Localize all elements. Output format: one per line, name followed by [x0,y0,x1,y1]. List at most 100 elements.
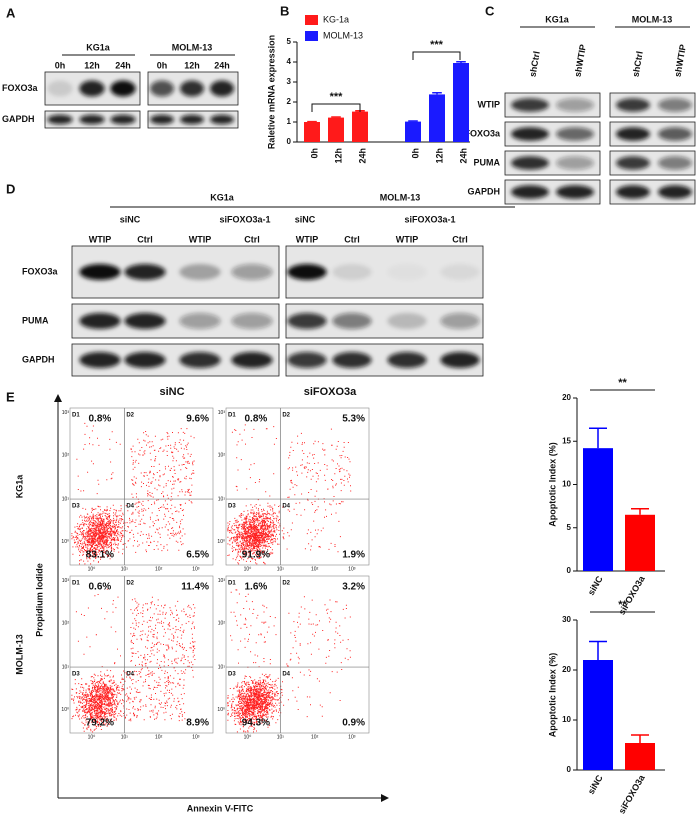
flow-y-tick: 10² [218,452,226,458]
flow-x-tick: 10² [155,566,163,572]
condition-label: siNC [120,214,141,224]
lane-label: 12h [184,60,200,70]
quadrant-label: D4 [126,672,134,678]
quadrant-percent: 9.6% [186,414,209,425]
flow-y-tick: 10¹ [218,496,226,502]
condition-label: siNC [295,214,316,224]
bar [453,63,469,142]
bar [625,514,655,571]
group-label: MOLM-13 [172,42,213,52]
band [150,114,174,125]
quadrant-label: D2 [282,581,290,587]
flow-x-tick: 10¹ [277,734,285,740]
condition-label: siFOXO3a-1 [219,214,270,224]
band [440,313,480,329]
flow-y-tick: 10⁰ [217,707,225,713]
flow-x-tick: 10³ [348,566,356,572]
band [124,313,166,329]
band [511,98,549,112]
row-label: GAPDH [467,186,500,196]
y-tick-label: 3 [287,77,292,86]
error-bar [631,734,649,743]
y-axis-label: Apoptotic Index (%) [547,442,557,527]
quadrant-percent: 11.4% [181,582,209,593]
y-axis-label: Raletive mRNA expression [266,35,276,149]
blot-strip [609,150,696,176]
blot-strip [147,71,239,106]
band [287,264,327,280]
bar [304,122,320,142]
flow-x-tick: 10¹ [277,566,285,572]
flow-x-label: Annexin V-FITC [187,803,254,813]
band [287,313,327,329]
band [179,352,221,368]
quadrant-label: D2 [126,413,134,419]
lane-label: shCtrl [630,50,644,77]
event-dots [227,424,352,565]
x-tick-label: 0h [410,148,420,159]
event-dots [227,589,351,733]
blot-strip [71,245,280,299]
flow-y-tick: 10² [62,620,70,626]
x-tick-label: siNC [586,574,605,597]
y-tick-label: 4 [287,57,292,66]
band [511,185,549,199]
bar [328,117,344,142]
quadrant-label: D3 [228,672,236,678]
blot-strip [44,110,141,129]
flow-x-tick: 10² [311,566,319,572]
flow-y-tick: 10³ [218,410,226,416]
blot-strip [285,245,484,299]
panel-label: A [6,5,16,20]
flow-y-tick: 10² [218,620,226,626]
error-bar [589,427,607,449]
flow-x-tick: 10² [155,734,163,740]
band [556,156,594,170]
y-tick-label: 1 [287,117,292,126]
y-tick-label: 20 [562,665,571,674]
bar [429,94,445,142]
event-dots [71,588,196,733]
flow-x-tick: 10⁰ [244,734,252,740]
lane-label: WTIP [396,234,419,244]
band [231,264,273,280]
blot-strip [147,110,239,129]
band [616,98,650,112]
row-label: GAPDH [2,114,35,124]
y-tick-label: 10 [562,480,571,489]
quadrant-label: D3 [72,504,80,510]
band [556,185,594,199]
flow-y-tick: 10³ [62,410,70,416]
event-dots [71,422,195,565]
x-tick-label: siNC [586,773,605,796]
quadrant-label: D1 [228,581,236,587]
blot-strip [71,303,280,339]
band [387,313,427,329]
band [332,313,372,329]
flow-x-tick: 10⁰ [88,734,96,740]
quadrant-label: D4 [282,672,290,678]
quadrant-label: D3 [228,504,236,510]
lane-label: Ctrl [137,234,153,244]
error-bar [456,61,466,63]
band [440,264,480,280]
band [231,313,273,329]
band [387,264,426,280]
y-tick-label: 15 [562,436,571,445]
significance-label: *** [330,91,344,103]
blot-frame [609,150,696,176]
lane-label: WTIP [89,234,112,244]
blot-frame [285,303,484,339]
blot-frame [44,110,141,129]
lane-label: WTIP [189,234,212,244]
band [231,352,273,368]
group-label: KG1a [210,192,235,202]
blot-strip [504,121,601,147]
band [556,127,594,141]
panel-label: C [485,3,495,18]
band [79,313,121,329]
group-label: MOLM-13 [380,192,421,202]
band [387,352,427,368]
blot-frame [504,121,601,147]
band [180,114,204,125]
